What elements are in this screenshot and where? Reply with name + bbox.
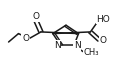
- Text: O: O: [100, 36, 107, 45]
- Text: O: O: [33, 12, 40, 21]
- Text: N: N: [74, 41, 81, 50]
- Text: HO: HO: [96, 15, 110, 24]
- Text: CH₃: CH₃: [84, 48, 99, 57]
- Text: O: O: [22, 34, 29, 43]
- Text: N: N: [54, 41, 61, 50]
